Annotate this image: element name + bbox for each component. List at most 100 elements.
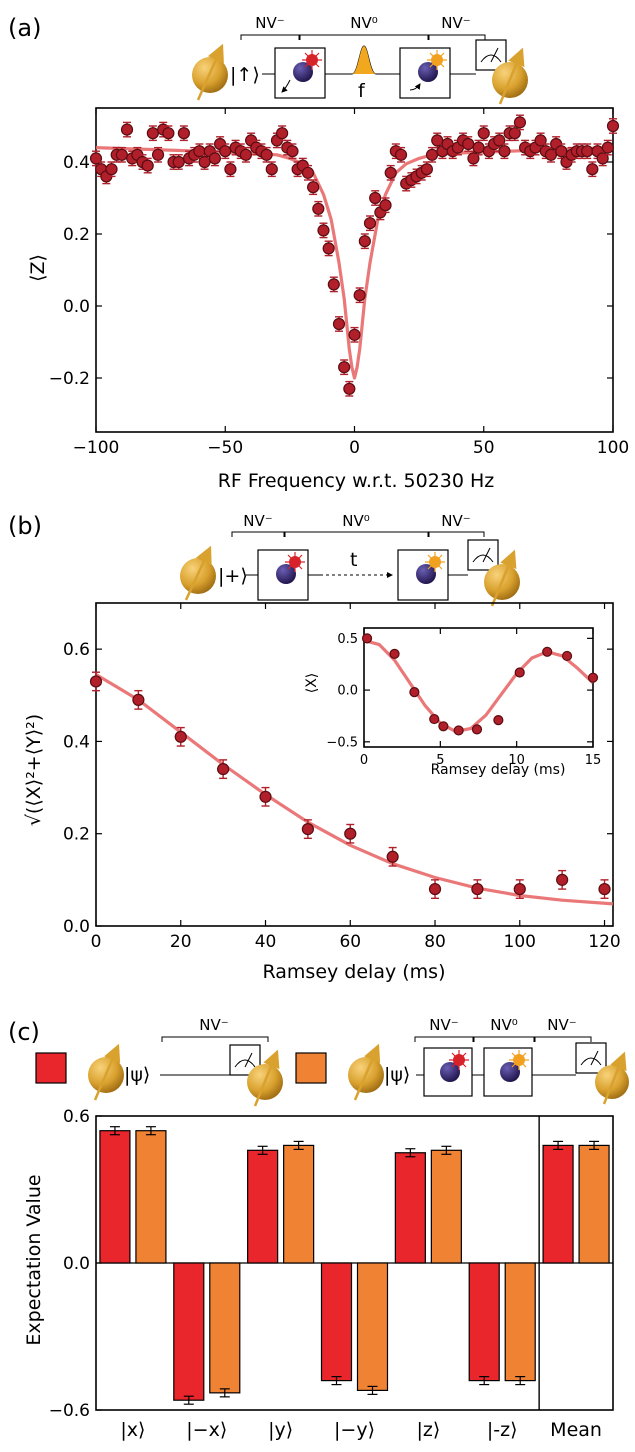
plot-b-frame xyxy=(95,602,614,927)
panel-label-c: (c) xyxy=(8,1018,40,1046)
plot-a-point xyxy=(384,166,397,179)
plot-a-point xyxy=(493,134,506,147)
schematic-a-state-3: NV⁻ xyxy=(441,14,470,32)
plot-c-category-label: |y⟩ xyxy=(268,1419,293,1441)
plot-a-point xyxy=(307,181,320,194)
schematic-a-pulse-label: f xyxy=(358,80,366,102)
schematic-c-right-state-1: NV⁻ xyxy=(429,1016,458,1034)
bloch-sphere-icon xyxy=(492,47,528,105)
schematic-a-state-2: NV⁰ xyxy=(350,14,378,32)
plot-a-point xyxy=(586,163,599,176)
plot-a-point xyxy=(581,145,594,158)
plot-a-point xyxy=(534,134,547,147)
plot-a-point xyxy=(239,148,253,161)
schematic-a-state-1: NV⁻ xyxy=(255,14,284,32)
schematic-a-ket: |↑⟩ xyxy=(230,64,260,86)
plot-b-point xyxy=(89,675,103,688)
plot-a-point xyxy=(477,127,490,140)
plot-b-point xyxy=(301,822,314,836)
plot-b-ytick-label: 0.4 xyxy=(63,732,90,752)
plot-a-point xyxy=(276,127,289,140)
plot-a-point xyxy=(420,163,433,176)
nucleus-laser-orange-icon xyxy=(416,552,445,584)
plot-a-point xyxy=(358,235,371,248)
plot-b-point xyxy=(344,827,357,840)
plot-a-point xyxy=(172,155,185,169)
plot-a-ytick-label: 0.4 xyxy=(63,153,90,173)
plot-b-inset-ytick-label: −0.5 xyxy=(326,735,358,750)
plot-a-xtick-label: −100 xyxy=(73,438,120,458)
plot-a-point xyxy=(472,141,485,154)
plot-a-point xyxy=(508,127,521,140)
plot-a: −100 −50 0 50 100 −0.2 0.0 0.2 0.4 xyxy=(49,107,629,458)
plot-a-point xyxy=(177,127,190,140)
plot-a-xtick-label: 0 xyxy=(349,438,360,458)
plot-b-xtick-label: 100 xyxy=(504,932,536,952)
plot-a-point xyxy=(89,152,103,165)
plot-b-point xyxy=(132,693,145,707)
plot-b-ytick-label: 0.6 xyxy=(63,640,90,660)
plot-a-point xyxy=(596,152,609,165)
plot-a-point xyxy=(312,202,325,215)
plot-c-bar xyxy=(356,1262,389,1392)
plot-c-ytick-label: 0.6 xyxy=(63,1107,90,1127)
plot-a-point xyxy=(317,224,330,237)
plot-a-point xyxy=(601,141,614,154)
plot-a-point xyxy=(343,382,356,395)
plot-b-inset-ytick-label: 0.0 xyxy=(337,684,358,699)
plot-b-xtick-label: 0 xyxy=(91,932,102,952)
schematic-b-state-3: NV⁻ xyxy=(441,512,470,530)
plot-a-point xyxy=(379,199,392,212)
plot-a-point xyxy=(115,148,128,161)
plot-b-inset-frame xyxy=(363,627,594,748)
panel-label-b: (b) xyxy=(8,512,42,540)
plot-a-point xyxy=(498,145,511,158)
plot-a-ytick-label: 0.0 xyxy=(63,297,90,317)
plot-b-point xyxy=(556,873,569,886)
plot-a-xlabel: RF Frequency w.r.t. 50230 Hz xyxy=(218,470,495,492)
plot-a-point xyxy=(369,191,382,205)
plot-b-xlabel: Ramsey delay (ms) xyxy=(263,961,446,983)
plot-b-inset-point xyxy=(361,633,373,644)
schematic-c-right-state-3: NV⁻ xyxy=(547,1016,576,1034)
nucleus-laser-orange-icon xyxy=(409,50,447,91)
plot-c-bar xyxy=(578,1144,610,1264)
plot-a-point xyxy=(260,148,273,161)
plot-c-bar xyxy=(504,1262,536,1382)
plot-a-point xyxy=(425,148,439,161)
plot-a-xtick-label: 50 xyxy=(473,438,495,458)
plot-b-point xyxy=(598,882,611,896)
plot-a-point xyxy=(105,163,118,176)
plot-b-inset-xtick-label: 5 xyxy=(436,753,444,768)
plot-b-point xyxy=(259,790,272,803)
plot-b-point xyxy=(174,730,187,743)
plot-c-ytick-label: 0.0 xyxy=(63,1254,90,1274)
plot-b-xtick-label: 60 xyxy=(339,932,361,952)
plot-a-ylabel: ⟨Z⟩ xyxy=(27,254,49,282)
schematic-c-right-ket: |ψ⟩ xyxy=(384,1064,410,1086)
plot-c-bar xyxy=(394,1152,426,1264)
plot-b-ylabel: √(⟨X⟩²+⟨Y⟩²) xyxy=(23,714,45,826)
plot-c-bar xyxy=(209,1262,241,1394)
plot-b-inset-fit-line xyxy=(363,638,595,734)
nucleus-laser-red-icon xyxy=(440,1050,469,1082)
plot-a-xtick-label: −50 xyxy=(207,438,243,458)
plot-a-point xyxy=(606,119,620,133)
plot-b-point xyxy=(217,763,230,776)
plot-a-point xyxy=(141,159,154,172)
plot-b-inset-point xyxy=(514,667,525,678)
bloch-sphere-icon xyxy=(348,1043,384,1101)
plot-c-category-label: Mean xyxy=(550,1419,602,1441)
schematic-b: NV⁻ NV⁰ NV⁻ |+⟩ t xyxy=(180,512,520,607)
schematic-b-state-1: NV⁻ xyxy=(243,512,272,530)
plot-b-point xyxy=(386,850,399,863)
nucleus-laser-red-icon xyxy=(281,50,322,93)
plot-b-inset: 0 5 10 15 −0.5 0.0 0.5 xyxy=(324,622,605,791)
legend-swatch-orange xyxy=(295,1052,327,1084)
plot-a-point xyxy=(338,361,351,374)
plot-a-point xyxy=(332,317,346,331)
plot-c-category-label: |z⟩ xyxy=(416,1419,440,1441)
plot-a-point xyxy=(224,163,237,176)
